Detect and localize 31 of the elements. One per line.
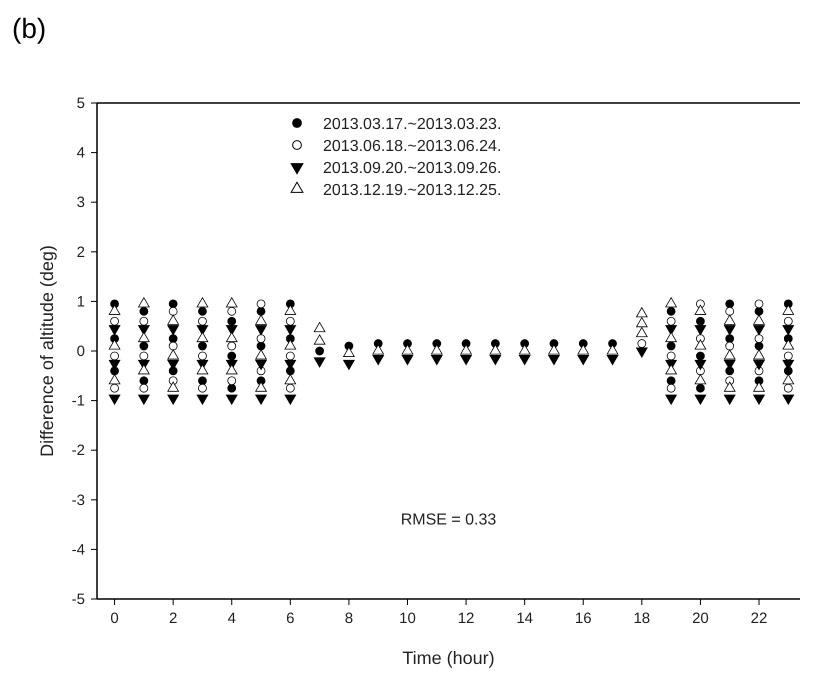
x-tick-label: 10 <box>399 610 416 627</box>
y-tick-label: -1 <box>72 392 85 410</box>
x-tick-label: 14 <box>516 610 533 627</box>
x-tick-label: 0 <box>110 610 119 627</box>
legend-label: 2013.06.18.~2013.06.24. <box>323 138 502 155</box>
y-tick-label: -5 <box>72 591 85 608</box>
y-tick-label: 0 <box>76 343 85 360</box>
x-tick-label: 2 <box>168 610 178 627</box>
x-tick-label: 18 <box>633 610 650 627</box>
y-tick-label: 5 <box>76 95 85 112</box>
y-tick-label: -4 <box>72 541 85 558</box>
chart-title: (b) <box>12 13 46 44</box>
legend-label: 2013.09.20.~2013.09.26. <box>323 160 502 177</box>
legend-label: 2013.03.17.~2013.03.23. <box>323 116 502 133</box>
x-tick-label: 8 <box>344 610 354 627</box>
x-tick-label: 16 <box>574 610 592 627</box>
x-tick-label: 6 <box>286 610 294 627</box>
legend-label: 2013.12.19.~2013.12.25. <box>323 182 502 199</box>
y-tick-label: 2 <box>76 244 85 261</box>
y-tick-label: 1 <box>76 293 85 310</box>
x-tick-label: 20 <box>692 610 709 627</box>
y-tick-label: -2 <box>72 442 85 460</box>
x-tick-label: 12 <box>458 610 474 627</box>
y-axis-title: Difference of altitude (deg) <box>37 245 57 457</box>
x-tick-label: 22 <box>750 610 768 627</box>
x-tick-label: 4 <box>228 610 236 627</box>
annotation: RMSE = 0.33 <box>400 512 496 529</box>
y-tick-label: 4 <box>76 144 85 162</box>
x-axis-title: Time (hour) <box>402 648 495 668</box>
y-tick-label: -3 <box>72 492 85 509</box>
y-tick-label: 3 <box>76 194 85 212</box>
